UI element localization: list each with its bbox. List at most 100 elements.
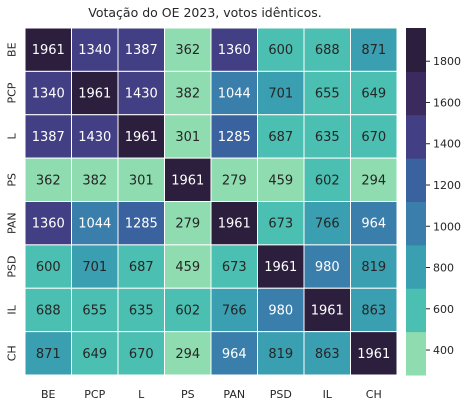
x-tick-label: IL: [323, 388, 333, 401]
cell-value-label: 1387: [32, 130, 65, 145]
cell-value-label: 819: [268, 347, 293, 362]
cell-value-label: 279: [175, 217, 200, 232]
heatmap-cell: [24, 27, 72, 72]
colorbar-tick-label: 800: [433, 262, 454, 275]
cell-value-label: 964: [361, 217, 386, 232]
y-tick-label: PAN: [6, 212, 19, 234]
cell-value-label: 1961: [171, 173, 204, 188]
y-axis-ticks: BE PCP L PS PAN PSD IL CH: [6, 42, 19, 361]
heatmap-cell: [210, 287, 258, 333]
cell-value-label: 766: [222, 303, 247, 318]
heatmap-cell: [71, 244, 119, 289]
cell-value-label: 1961: [78, 87, 111, 102]
cell-value-label: 635: [129, 303, 154, 318]
heatmap-cell: [303, 287, 351, 333]
cell-value-label: 766: [315, 217, 340, 232]
y-tick-label: IL: [6, 304, 19, 314]
heatmap-cell: [210, 244, 258, 289]
colorbar-segment: [406, 288, 426, 333]
y-tick-label: PCP: [6, 82, 19, 103]
y-tick-label: CH: [6, 345, 19, 361]
cell-value-label: 1285: [125, 217, 158, 232]
heatmap-cell: [71, 114, 119, 159]
colorbar-tick-label: 1800: [433, 55, 461, 68]
cell-value-label: 600: [268, 43, 293, 58]
colorbar-tick-label: 600: [433, 303, 454, 316]
cell-value-label: 294: [175, 347, 200, 362]
heatmap-cell: [257, 244, 305, 289]
y-tick-label: PSD: [6, 256, 19, 278]
cell-value-label: 1961: [357, 347, 390, 362]
heatmap-cell: [210, 157, 258, 202]
heatmap-cell: [117, 331, 165, 376]
cell-value-label: 871: [36, 347, 61, 362]
cell-value-label: 863: [361, 303, 386, 318]
cell-value-label: 687: [129, 260, 154, 275]
heatmap-cell: [350, 70, 398, 116]
cell-value-label: 980: [315, 260, 340, 275]
colorbar-tick-label: 1000: [433, 220, 461, 233]
cell-value-label: 1285: [218, 130, 251, 145]
cell-value-label: 670: [361, 130, 386, 145]
heatmap-cell: [164, 201, 212, 246]
heatmap-cell: [303, 244, 351, 289]
heatmap-cell: [303, 157, 351, 202]
heatmap-cell: [303, 201, 351, 246]
heatmap-cell: [350, 287, 398, 333]
heatmap-cell: [24, 331, 72, 376]
cell-value-label: 1430: [78, 130, 111, 145]
heatmap-cell: [24, 287, 72, 333]
colorbar-tick-label: 1600: [433, 96, 461, 109]
y-tick-label: PS: [6, 173, 19, 187]
heatmap-cells: 1961 1340 1387 362 1360 600 688 871 1340 1961 1430…: [24, 27, 398, 376]
colorbar-segment: [406, 158, 426, 202]
x-tick-label: BE: [41, 388, 56, 401]
x-tick-label: PSD: [270, 388, 292, 401]
cell-value-label: 301: [175, 130, 200, 145]
heatmap-cell: [210, 331, 258, 376]
cell-value-label: 1961: [125, 130, 158, 145]
cell-value-label: 600: [36, 260, 61, 275]
cell-value-label: 1961: [311, 303, 344, 318]
cell-value-label: 980: [268, 303, 293, 318]
heatmap-cell: [350, 244, 398, 289]
cell-value-label: 1340: [32, 87, 65, 102]
heatmap-cell: [350, 201, 398, 246]
x-tick-label: PS: [181, 388, 195, 401]
cell-value-label: 688: [36, 303, 61, 318]
heatmap-cell: [257, 331, 305, 376]
x-axis-ticks: BE PCP L PS PAN PSD IL CH: [41, 388, 382, 401]
cell-value-label: 362: [175, 43, 200, 58]
colorbar-segment: [406, 71, 426, 116]
cell-value-label: 294: [361, 173, 386, 188]
colorbar: 400 600 800 1000 1200 1400 1600 1800: [406, 28, 461, 376]
cell-value-label: 459: [268, 173, 293, 188]
x-tick-label: PAN: [223, 388, 245, 401]
heatmap-cell: [210, 201, 258, 246]
cell-value-label: 670: [129, 347, 154, 362]
cell-value-label: 382: [175, 87, 200, 102]
cell-value-label: 362: [36, 173, 61, 188]
cell-value-label: 1430: [125, 87, 158, 102]
cell-value-label: 687: [268, 130, 293, 145]
cell-value-label: 1340: [78, 43, 111, 58]
colorbar-segment: [406, 331, 426, 376]
cell-value-label: 1044: [78, 217, 111, 232]
y-tick-label: L: [6, 133, 19, 140]
y-tick-label: BE: [6, 42, 19, 57]
heatmap-cell: [350, 114, 398, 159]
cell-value-label: 382: [82, 173, 107, 188]
heatmap-cell: [71, 70, 119, 116]
colorbar-tick-label: 1200: [433, 179, 461, 192]
colorbar-segment: [406, 244, 426, 289]
cell-value-label: 964: [222, 347, 247, 362]
heatmap-cell: [164, 331, 212, 376]
x-tick-label: L: [138, 388, 145, 401]
chart-title: Votação do OE 2023, votos idênticos.: [88, 5, 321, 20]
heatmap-cell: [117, 157, 165, 202]
heatmap-cell: [164, 114, 212, 159]
heatmap-cell: [257, 287, 305, 333]
heatmap-cell: [257, 114, 305, 159]
cell-value-label: 1360: [218, 43, 251, 58]
